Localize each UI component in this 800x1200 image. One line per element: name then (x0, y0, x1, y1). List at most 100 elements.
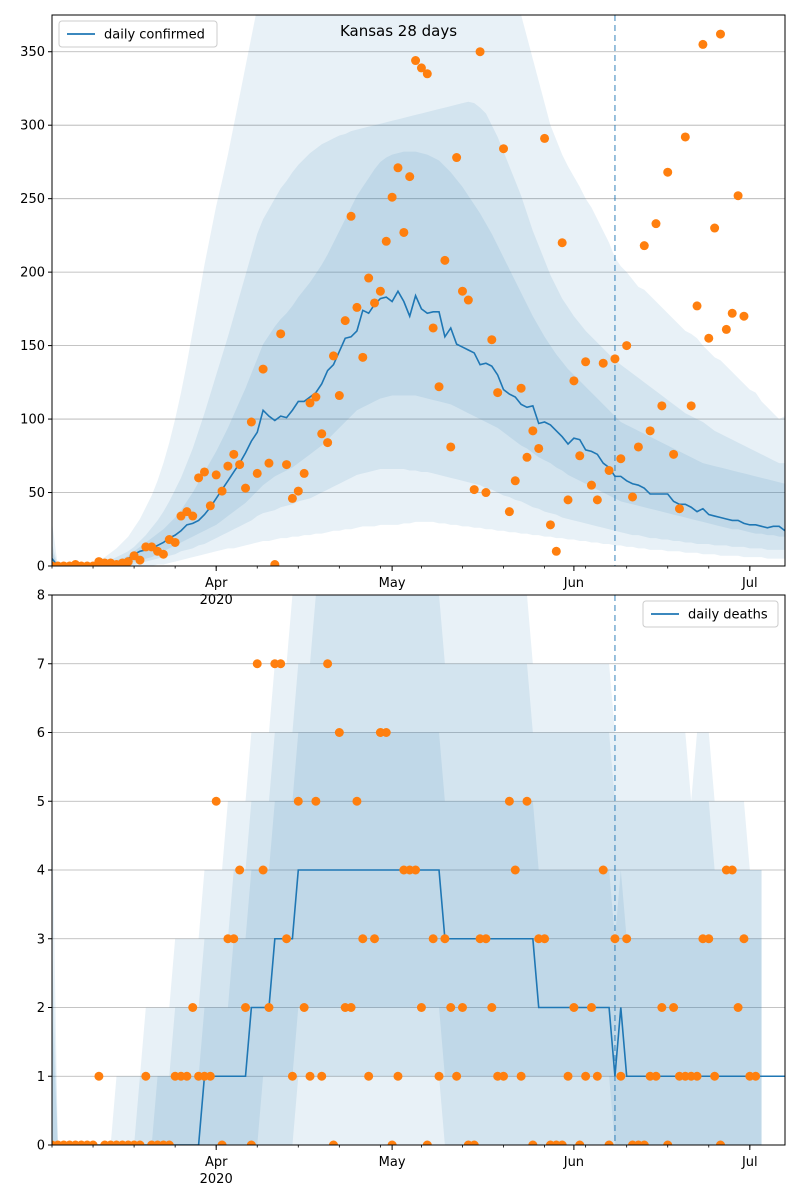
y-tick-label: 8 (37, 589, 45, 604)
data-point (282, 934, 292, 944)
data-point (305, 398, 315, 408)
data-point (311, 796, 321, 806)
uncertainty-band (52, 15, 785, 566)
data-point (622, 934, 632, 944)
data-point (264, 458, 274, 468)
data-point (721, 324, 731, 334)
x-tick-label: Apr (205, 1155, 228, 1170)
data-point (381, 728, 391, 737)
data-point (381, 236, 391, 246)
data-point (692, 301, 702, 311)
data-point (663, 1140, 673, 1145)
data-point (434, 382, 444, 392)
data-point (422, 69, 432, 79)
y-tick-label: 3 (37, 932, 45, 947)
plot-area (52, 15, 785, 566)
data-point (704, 333, 714, 343)
x-tick-label: Jun (563, 1155, 584, 1170)
data-point (581, 357, 591, 367)
data-point (545, 520, 555, 530)
data-point (557, 238, 567, 248)
data-point (446, 442, 456, 452)
data-point (205, 501, 215, 511)
y-tick-label: 1 (37, 1070, 45, 1085)
data-point (522, 796, 532, 806)
y-tick-label: 4 (37, 864, 45, 879)
data-point (528, 426, 538, 436)
data-point (422, 1140, 432, 1145)
data-point (387, 192, 397, 202)
data-point (657, 1003, 667, 1012)
data-point (411, 865, 421, 875)
chart-title: Kansas 28 days (340, 22, 457, 40)
data-point (434, 1071, 444, 1081)
data-point (680, 132, 690, 142)
axes-frame (51, 14, 786, 567)
data-point (481, 934, 491, 944)
data-point (440, 934, 450, 944)
data-point (487, 335, 497, 345)
data-point (639, 1140, 649, 1145)
y-tick-label: 150 (20, 339, 45, 354)
data-point (328, 1140, 338, 1145)
data-point (346, 1003, 356, 1012)
data-point (586, 1003, 596, 1012)
data-point (428, 934, 438, 944)
data-point (340, 316, 350, 326)
data-point (592, 495, 602, 505)
legend-box (58, 20, 218, 48)
data-point (516, 383, 526, 393)
data-point (217, 1140, 227, 1145)
data-point (405, 172, 415, 182)
data-point (252, 468, 262, 478)
data-point (399, 227, 409, 237)
data-point (540, 133, 550, 143)
data-point (123, 557, 133, 566)
data-point (528, 1140, 538, 1145)
data-point (692, 1071, 702, 1081)
data-point (581, 1071, 591, 1081)
data-point (287, 1071, 297, 1081)
data-point (164, 1140, 174, 1145)
data-point (170, 537, 180, 547)
data-point (510, 865, 520, 875)
data-point (551, 546, 561, 556)
data-point (663, 167, 673, 177)
uncertainty-band (52, 101, 785, 566)
data-point (317, 1071, 327, 1081)
data-point (487, 1003, 497, 1012)
legend-label: daily confirmed (104, 28, 205, 43)
data-point (375, 286, 385, 296)
data-point (276, 329, 286, 339)
legend-label: daily deaths (688, 608, 768, 623)
data-point (674, 504, 684, 514)
data-point (710, 1071, 720, 1081)
data-point (416, 1003, 426, 1012)
data-point (499, 144, 509, 154)
data-point (276, 659, 286, 669)
data-point (598, 358, 608, 368)
data-point (217, 486, 227, 496)
data-point (393, 163, 403, 173)
data-point (246, 417, 256, 427)
y-tick-label: 2 (37, 1001, 45, 1016)
data-point (88, 1140, 98, 1145)
data-point (282, 460, 292, 470)
data-point (299, 1003, 309, 1012)
data-point (469, 485, 479, 495)
data-point (352, 302, 362, 312)
y-tick-label: 0 (37, 1139, 45, 1154)
data-point (346, 211, 356, 221)
legend: daily confirmed (58, 20, 218, 48)
data-point (364, 273, 374, 283)
data-point (358, 352, 368, 362)
data-point (563, 495, 573, 505)
data-point (733, 191, 743, 201)
data-point (616, 1071, 626, 1081)
y-tick-label: 200 (20, 266, 45, 281)
data-point (235, 865, 245, 875)
data-point (469, 1140, 479, 1145)
x-tick-sublabel: 2020 (200, 593, 233, 608)
